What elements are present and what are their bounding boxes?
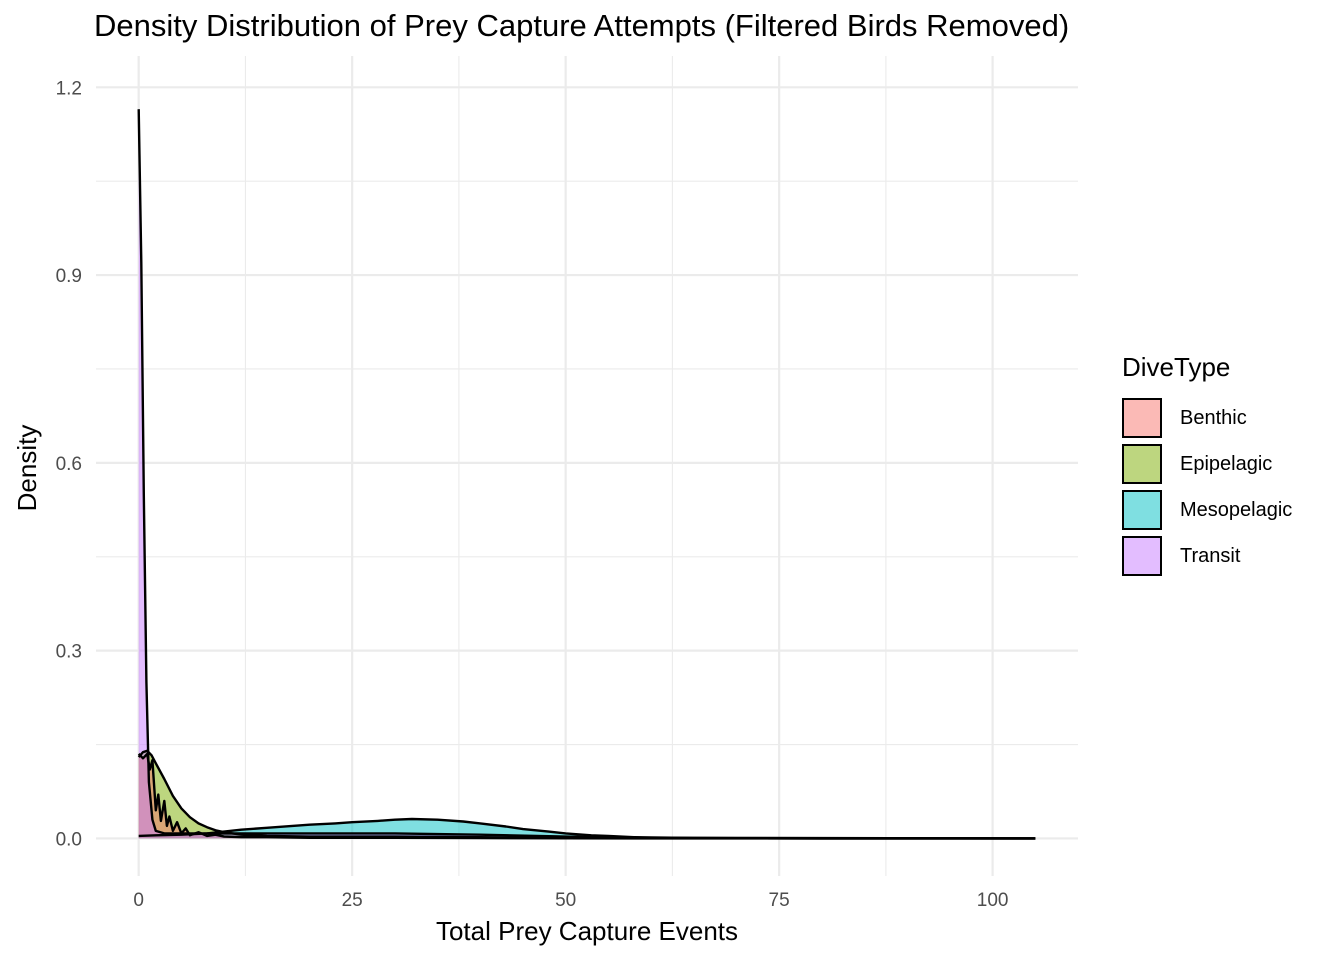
legend-label: Mesopelagic	[1180, 498, 1293, 521]
y-tick-label: 0.9	[56, 266, 82, 287]
density-area-benthic	[138, 753, 1036, 839]
density-outlines	[137, 109, 1036, 840]
legend-item-mesopelagic: Mesopelagic	[1122, 487, 1292, 533]
legend-item-benthic: Benthic	[1122, 395, 1292, 441]
legend-label: Benthic	[1180, 406, 1247, 429]
legend-label: Epipelagic	[1180, 452, 1273, 475]
grid-lines	[96, 56, 1078, 876]
x-tick-label: 0	[133, 890, 144, 911]
density-line-benthic	[137, 752, 1036, 840]
y-tick-label: 0.6	[56, 454, 82, 475]
density-line-transit	[137, 109, 1036, 840]
legend-title: DiveType	[1122, 352, 1231, 382]
legend-label: Transit	[1180, 544, 1241, 567]
legend-items: Benthic Epipelagic Mesopelagic Transit	[1122, 395, 1292, 579]
x-tick-label: 25	[342, 890, 363, 911]
legend-key-benthic	[1122, 398, 1162, 438]
x-axis-title: Total Prey Capture Events	[436, 916, 738, 946]
chart-title: Density Distribution of Prey Capture Att…	[94, 8, 1070, 43]
y-axis-title: Density	[12, 425, 42, 512]
y-tick-label: 1.2	[56, 78, 82, 99]
legend-key-transit	[1122, 536, 1162, 576]
axis-ticks: 0 25 50 75 100 0.0 0.3 0.6 0.9 1.2	[56, 78, 1009, 911]
x-tick-label: 50	[555, 890, 576, 911]
legend-key-mesopelagic	[1122, 490, 1162, 530]
density-areas	[138, 109, 1036, 839]
x-tick-label: 75	[769, 890, 790, 911]
y-tick-label: 0.0	[56, 829, 82, 850]
y-tick-label: 0.3	[56, 642, 82, 663]
density-area-transit	[138, 109, 1036, 839]
legend-key-epipelagic	[1122, 444, 1162, 484]
legend: DiveType Benthic Epipelagic Mesopelagic Tra…	[1122, 352, 1292, 579]
density-line-epipelagic	[137, 749, 1036, 840]
density-area-epipelagic	[138, 750, 1036, 839]
x-tick-label: 100	[977, 890, 1009, 911]
legend-item-epipelagic: Epipelagic	[1122, 441, 1292, 487]
legend-item-transit: Transit	[1122, 533, 1292, 579]
